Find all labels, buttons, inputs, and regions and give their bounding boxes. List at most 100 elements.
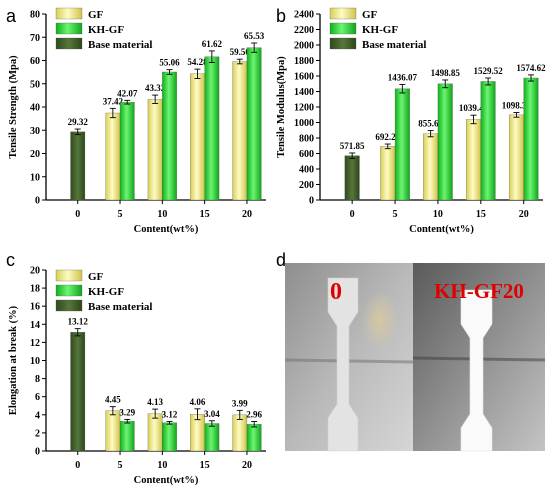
data-label: 3.04	[204, 409, 220, 419]
x-tick-label: 10	[157, 460, 167, 471]
bar-gf	[423, 133, 439, 201]
y-tick-label: 60	[30, 56, 40, 67]
y-tick-label: 0	[35, 447, 40, 458]
data-label: 4.13	[147, 397, 163, 407]
legend-label: KH-GF	[362, 24, 398, 36]
data-label: 37.42	[103, 96, 124, 106]
y-tick-label: 800	[299, 134, 314, 145]
legend-label: GF	[362, 9, 378, 21]
y-tick-label: 80	[30, 10, 40, 21]
bar-gf	[105, 410, 121, 452]
data-label: 1529.52	[473, 66, 503, 76]
y-tick-label: 1000	[294, 118, 314, 129]
panel-letter-c: c	[6, 250, 15, 270]
legend-label: KH-GF	[88, 286, 124, 298]
x-tick-label: 15	[476, 209, 486, 220]
x-tick-label: 20	[242, 460, 252, 471]
data-label: 4.45	[105, 395, 121, 405]
tensile-modulus-chart: 0200400600800100012001400160018002000220…	[276, 7, 546, 235]
bar-kh-gf	[523, 77, 539, 201]
y-tick-label: 2000	[294, 41, 314, 52]
legend-label: GF	[88, 271, 104, 283]
legend-label: Base material	[88, 301, 152, 313]
y-tick-label: 20	[30, 266, 40, 277]
y-tick-label: 14	[30, 320, 40, 331]
photo-label-0: 0	[330, 279, 342, 305]
y-axis-title: Elongation at break (%)	[8, 305, 19, 415]
data-label: 59.56	[230, 47, 251, 57]
legend-swatch-kh-gf	[55, 284, 83, 297]
photo-stain	[362, 290, 398, 350]
y-tick-label: 30	[30, 126, 40, 137]
y-tick-label: 1200	[294, 103, 314, 114]
x-axis-title: Content(wt%)	[134, 475, 199, 486]
bar-kh-gf	[204, 56, 220, 201]
photo-label-kh-gf20: KH-GF20	[434, 279, 524, 303]
data-label: 13.12	[68, 317, 89, 327]
y-tick-label: 4	[35, 410, 40, 421]
y-tick-label: 18	[30, 284, 40, 295]
data-label: 571.85	[340, 141, 365, 151]
specimen-kh-gf20	[460, 289, 493, 452]
x-tick-label: 20	[242, 209, 252, 220]
x-tick-label: 15	[200, 209, 210, 220]
data-label: 1039.46	[459, 103, 489, 113]
bar-kh-gf	[246, 424, 262, 452]
legend-swatch-gf	[55, 7, 83, 20]
bar-kh-gf	[246, 47, 262, 201]
data-label: 3.12	[162, 409, 178, 419]
x-tick-label: 20	[519, 209, 529, 220]
y-tick-label: 8	[35, 374, 40, 385]
elongation-chart: 0 2 4 6 8 10 12 14 16 18 20 0 5 10 15 20 Content(wt%) Elo…	[8, 266, 266, 486]
x-tick-label: 0	[350, 209, 355, 220]
y-tick-label: 50	[30, 79, 40, 90]
y-tick-label: 20	[30, 149, 40, 160]
bar-gf	[147, 99, 163, 201]
bar-kh-gf	[394, 88, 410, 201]
legend-swatch-base-material	[329, 37, 357, 50]
bar-gf	[380, 146, 396, 201]
legend-swatch-gf	[329, 7, 357, 20]
legend-label: Base material	[362, 39, 426, 51]
bar-gf	[190, 73, 205, 201]
bar-kh-gf	[162, 422, 177, 452]
y-tick-label: 6	[35, 392, 40, 403]
x-axis-title: Content(wt%)	[134, 224, 199, 235]
y-tick-label: 2200	[294, 25, 314, 36]
data-label: 55.06	[159, 58, 180, 68]
x-tick-label: 0	[75, 460, 80, 471]
data-label: 2.96	[246, 409, 262, 419]
data-label: 1574.62	[516, 63, 546, 73]
y-tick-label: 2	[35, 428, 40, 439]
legend-swatch-kh-gf	[329, 22, 357, 35]
legend-swatch-base-material	[55, 299, 83, 312]
panel-letter-a: a	[6, 6, 17, 26]
data-label: 42.07	[117, 88, 138, 98]
y-tick-label: 1800	[294, 56, 314, 67]
data-label: 1098.31	[502, 101, 532, 111]
bar-kh-gf	[480, 81, 496, 201]
y-axis-title: Tensile Strength (Mpa)	[8, 55, 19, 159]
y-tick-label: 1600	[294, 72, 314, 83]
x-tick-label: 15	[200, 460, 210, 471]
bar-base-material	[344, 155, 360, 201]
bar-gf	[466, 119, 481, 201]
legend: GF KH-GF Base material	[55, 269, 152, 313]
legend: GF KH-GF Base material	[329, 7, 426, 51]
panel-letter-d: d	[276, 250, 286, 270]
legend-label: GF	[88, 9, 104, 21]
y-tick-label: 10	[30, 356, 40, 367]
y-tick-label: 10	[30, 172, 40, 183]
data-label: 43.32	[145, 83, 166, 93]
bar-kh-gf	[162, 71, 177, 201]
data-label: 3.29	[119, 407, 135, 417]
x-tick-label: 5	[118, 460, 123, 471]
y-tick-label: 2400	[294, 10, 314, 21]
bar-base-material	[70, 131, 86, 201]
data-label: 692.25	[375, 132, 400, 142]
y-tick-label: 12	[30, 338, 40, 349]
data-label: 65.53	[244, 31, 265, 41]
x-tick-label: 10	[433, 209, 443, 220]
data-label: 3.99	[232, 398, 248, 408]
